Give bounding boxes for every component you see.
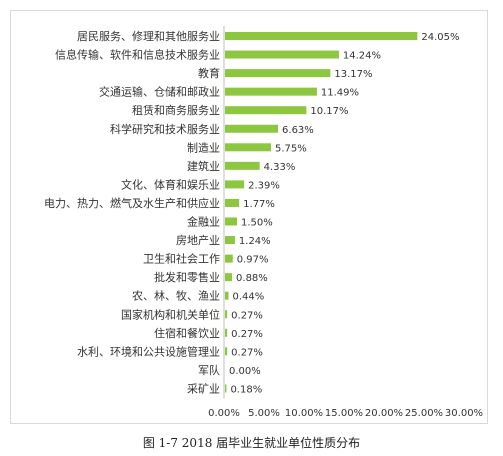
figure-caption: 图 1-7 2018 届毕业生就业单位性质分布 <box>142 436 361 450</box>
value-label: 24.05% <box>421 32 459 43</box>
category-label: 科学研究和技术服务业 <box>110 122 220 136</box>
bar <box>225 69 331 78</box>
x-tick-label: 20.00% <box>365 408 403 419</box>
x-tick-label: 10.00% <box>285 408 323 419</box>
category-label: 采矿业 <box>187 382 220 395</box>
bar <box>225 291 229 300</box>
bar <box>225 143 271 152</box>
bar <box>225 106 307 115</box>
category-label: 住宿和餐饮业 <box>154 326 220 340</box>
bar <box>225 273 233 282</box>
value-label: 2.39% <box>248 180 280 191</box>
bar <box>225 32 418 40</box>
x-tick-label: 25.00% <box>405 408 443 419</box>
category-label: 房地产业 <box>176 233 220 247</box>
category-label: 军队 <box>198 363 220 377</box>
bar <box>225 161 260 170</box>
bar <box>225 384 227 393</box>
value-label: 10.17% <box>310 106 348 117</box>
value-label: 6.63% <box>282 125 314 136</box>
category-label: 水利、环境和公共设施管理业 <box>77 344 220 358</box>
category-label: 制造业 <box>187 140 220 154</box>
bar-chart: 居民服务、修理和其他服务业 24.05% 信息传输、软件和信息技术服务业 14.24%… <box>44 26 483 419</box>
value-label: 13.17% <box>334 69 372 80</box>
value-label: 0.44% <box>233 292 265 303</box>
category-label: 建筑业 <box>187 159 220 173</box>
value-label: 1.24% <box>239 236 271 247</box>
category-label: 信息传输、软件和信息技术服务业 <box>55 48 220 62</box>
category-label: 教育 <box>198 66 220 80</box>
category-label: 租赁和商务服务业 <box>132 103 220 117</box>
x-tick-label: 5.00% <box>248 408 280 419</box>
bar <box>225 180 245 189</box>
bar <box>225 50 339 59</box>
bar <box>225 254 233 263</box>
bar <box>225 347 228 356</box>
value-label: 1.50% <box>241 218 273 229</box>
bar <box>225 310 228 319</box>
value-label: 11.49% <box>321 88 359 99</box>
bar <box>225 87 317 96</box>
value-label: 0.27% <box>231 310 263 321</box>
value-label: 0.27% <box>231 347 263 358</box>
value-label: 0.18% <box>230 384 262 395</box>
value-label: 0.00% <box>229 366 261 377</box>
value-label: 0.88% <box>236 273 268 284</box>
category-label: 国家机构和机关单位 <box>121 307 220 321</box>
value-label: 0.97% <box>237 255 269 266</box>
category-label: 电力、热力、燃气及水生产和供应业 <box>44 196 220 210</box>
value-label: 5.75% <box>275 143 307 154</box>
category-label: 金融业 <box>187 215 220 229</box>
category-label: 农、林、牧、渔业 <box>132 289 220 303</box>
bar <box>225 236 235 245</box>
value-label: 0.27% <box>231 329 263 340</box>
category-label: 居民服务、修理和其他服务业 <box>77 29 220 43</box>
bar <box>225 328 228 337</box>
chart-frame: 居民服务、修理和其他服务业 24.05% 信息传输、软件和信息技术服务业 14.24%… <box>10 10 488 424</box>
x-tick-label: 30.00% <box>445 408 483 419</box>
value-label: 14.24% <box>343 51 381 62</box>
bar <box>225 198 240 207</box>
x-tick-label: 0.00% <box>208 408 240 419</box>
category-label: 交通运输、仓储和邮政业 <box>99 85 220 99</box>
bar <box>225 124 279 133</box>
bar <box>225 217 237 226</box>
value-label: 4.33% <box>264 162 296 173</box>
x-tick-label: 15.00% <box>325 408 363 419</box>
category-label: 卫生和社会工作 <box>143 252 220 266</box>
category-label: 批发和零售业 <box>154 270 220 284</box>
category-label: 文化、体育和娱乐业 <box>121 177 220 191</box>
value-label: 1.77% <box>243 199 275 210</box>
